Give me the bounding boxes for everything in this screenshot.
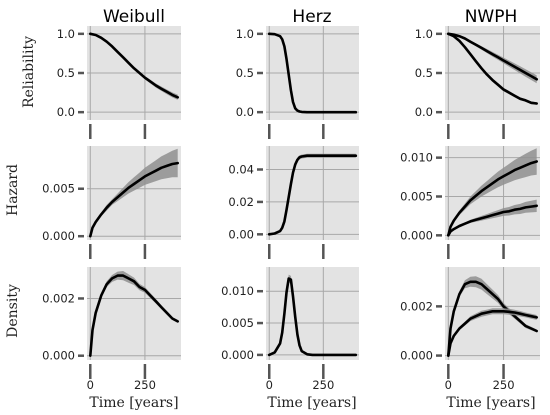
x-tick-label-density-nwph-0: 0: [445, 378, 452, 392]
y-tick-label-reliability-herz-1: 0.5: [236, 66, 254, 80]
panel-hazard-herz: 0.00 0.02 0.04: [228, 146, 359, 259]
series-line-hazard-nwph-0: [446, 160, 539, 237]
series-line-density-nwph-1: [446, 309, 539, 357]
x-tick-label-density-weibull-0: 0: [87, 378, 94, 392]
x-tick-label-density-weibull-1: 250: [134, 378, 156, 392]
panel-hazard-weibull: 0.000 0.005: [42, 146, 181, 259]
series-group-reliability-herz: [267, 32, 358, 114]
series-group-density-nwph: [446, 276, 539, 357]
y-tick-label-hazard-herz-1: 0.02: [228, 195, 254, 209]
panels-grid: 0.00.51.00.00.51.00.00.51.00.0000.0050.0…: [42, 26, 540, 392]
y-tick-label-reliability-weibull-0: 0.0: [57, 105, 75, 119]
panel-reliability-nwph: 0.0 0.5 1.0: [415, 26, 540, 139]
y-tick-label-hazard-weibull-1: 0.005: [42, 182, 75, 196]
y-tick-label-hazard-nwph-2: 0.010: [400, 151, 433, 165]
y-tick-label-hazard-nwph-1: 0.005: [400, 189, 433, 203]
series-line-hazard-weibull-0: [89, 161, 179, 238]
series-group-hazard-herz: [267, 153, 358, 236]
y-tick-label-density-weibull-1: 0.002: [42, 291, 75, 305]
y-tick-label-hazard-herz-2: 0.04: [228, 163, 254, 177]
panel-density-weibull: 0.000 0.002 0 250: [42, 267, 181, 392]
panel-reliability-weibull: 0.0 0.5 1.0: [57, 26, 181, 139]
panel-density-herz: 0.000 0.005 0.010 0 250: [221, 267, 359, 392]
series-group-hazard-weibull: [89, 148, 179, 238]
series-group-density-herz: [267, 274, 358, 357]
series-group-density-weibull: [89, 271, 179, 358]
panel-density-nwph: 0.000 0.002 0 250: [400, 267, 540, 392]
row-label-hazard: Hazard: [5, 164, 21, 216]
panel-reliability-herz: 0.0 0.5 1.0: [236, 26, 359, 139]
row-label-density: Density: [5, 284, 21, 338]
x-tick-label-density-herz-1: 250: [312, 378, 334, 392]
y-tick-label-reliability-nwph-1: 0.5: [415, 66, 433, 80]
x-axis-label-weibull: Time [years]: [89, 395, 178, 411]
series-group-hazard-nwph: [446, 148, 539, 237]
y-tick-label-reliability-weibull-2: 1.0: [57, 27, 75, 41]
column-title-nwph: NWPH: [465, 7, 518, 27]
series-line-reliability-herz-0: [267, 32, 358, 114]
y-tick-label-density-nwph-1: 0.002: [400, 299, 433, 313]
column-title-herz: Herz: [292, 7, 331, 27]
x-axis-label-nwph: Time [years]: [446, 395, 535, 411]
series-line-density-weibull-0: [89, 274, 179, 358]
y-tick-label-hazard-herz-0: 0.00: [228, 227, 254, 241]
series-line-reliability-nwph-0: [446, 32, 539, 81]
y-tick-label-density-weibull-0: 0.000: [42, 349, 75, 363]
row-label-reliability: Reliability: [21, 36, 37, 108]
series-group-reliability-nwph: [446, 32, 539, 105]
series-line-density-herz-0: [267, 277, 358, 357]
y-tick-label-reliability-herz-0: 0.0: [236, 105, 254, 119]
x-tick-label-density-nwph-1: 250: [493, 378, 515, 392]
y-tick-label-hazard-nwph-0: 0.000: [400, 228, 433, 242]
series-group-reliability-weibull: [89, 32, 179, 100]
series-line-density-nwph-0: [446, 280, 539, 357]
series-line-hazard-nwph-1: [446, 204, 539, 237]
y-tick-label-reliability-weibull-1: 0.5: [57, 66, 75, 80]
y-tick-label-density-herz-1: 0.005: [221, 316, 254, 330]
plot-area-density-herz: [266, 267, 359, 360]
y-tick-label-reliability-herz-2: 1.0: [236, 27, 254, 41]
confidence-band-density-nwph-0: [448, 276, 537, 356]
y-tick-label-density-herz-0: 0.000: [221, 348, 254, 362]
y-tick-label-density-nwph-0: 0.000: [400, 349, 433, 363]
series-line-hazard-herz-0: [267, 154, 358, 236]
y-tick-label-reliability-nwph-0: 0.0: [415, 105, 433, 119]
y-tick-label-density-herz-2: 0.010: [221, 284, 254, 298]
plot-area-hazard-herz: [266, 146, 359, 240]
x-tick-label-density-herz-0: 0: [266, 378, 273, 392]
y-tick-label-hazard-weibull-0: 0.000: [42, 229, 75, 243]
panel-hazard-nwph: 0.000 0.005 0.010: [400, 146, 540, 259]
series-line-reliability-nwph-1: [446, 32, 539, 105]
series-line-reliability-weibull-0: [89, 32, 179, 99]
column-title-weibull: Weibull: [103, 7, 165, 27]
y-tick-label-reliability-nwph-2: 1.0: [415, 27, 433, 41]
x-axis-label-herz: Time [years]: [267, 395, 356, 411]
